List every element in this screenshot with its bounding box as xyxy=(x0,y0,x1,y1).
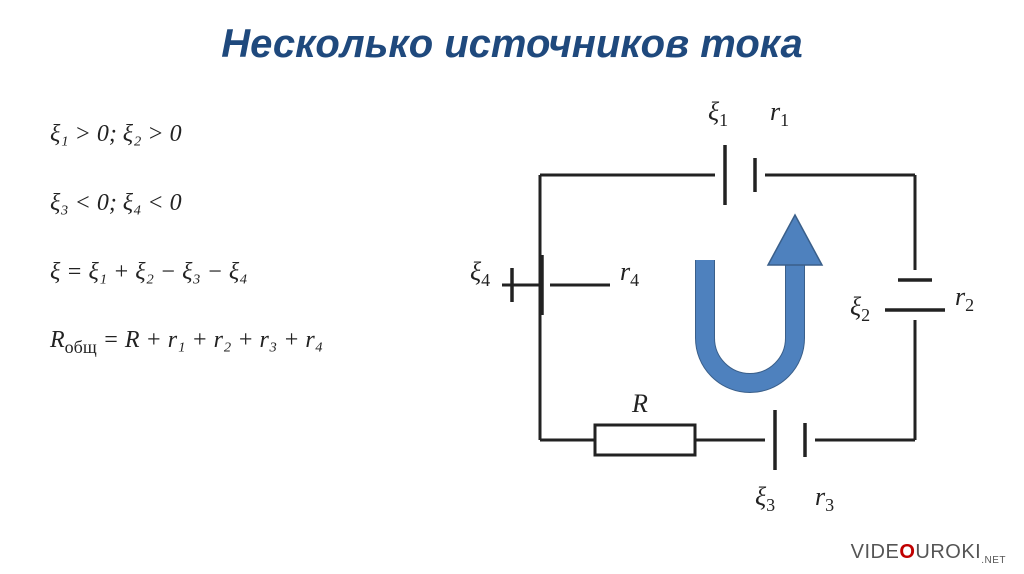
label-R: R xyxy=(631,389,648,418)
label-r1: r1 xyxy=(770,97,789,130)
formulas-block: ξ₁ > 0; ξ₂ > 0 ξ₃ < 0; ξ₄ < 0 ξ = ξ₁ + ξ… xyxy=(50,120,450,399)
watermark-o: O xyxy=(899,541,915,563)
label-xi4: ξ4 xyxy=(470,257,490,290)
label-r4: r4 xyxy=(620,257,639,290)
formula-line-2: ξ₃ < 0; ξ₄ < 0 xyxy=(50,189,450,218)
current-arrow-icon xyxy=(705,215,822,383)
formula4-lhs-sub: общ xyxy=(65,337,97,357)
label-xi3: ξ3 xyxy=(755,482,775,515)
watermark-suffix: .NET xyxy=(981,555,1006,566)
label-r3: r3 xyxy=(815,482,834,515)
formula-line-4: Rобщ = R + r₁ + r₂ + r₃ + r₄ xyxy=(50,326,450,358)
watermark-pre: VIDE xyxy=(851,541,900,563)
circuit-diagram: ξ1 r1 ξ2 r2 R ξ3 r3 ξ4 r4 xyxy=(470,80,990,550)
formula4-rhs: = R + r₁ + r₂ + r₃ + r₄ xyxy=(97,327,323,353)
label-xi1: ξ1 xyxy=(708,97,728,130)
formula4-lhs-base: R xyxy=(50,327,65,353)
label-xi2: ξ2 xyxy=(850,292,870,325)
formula-line-1: ξ₁ > 0; ξ₂ > 0 xyxy=(50,120,450,149)
watermark: VIDEOUROKI.NET xyxy=(851,541,1006,566)
label-r2: r2 xyxy=(955,282,974,315)
page-title: Несколько источников тока xyxy=(0,22,1024,67)
watermark-post: UROKI xyxy=(915,541,981,563)
formula-line-3: ξ = ξ₁ + ξ₂ − ξ₃ − ξ₄ xyxy=(50,258,450,287)
